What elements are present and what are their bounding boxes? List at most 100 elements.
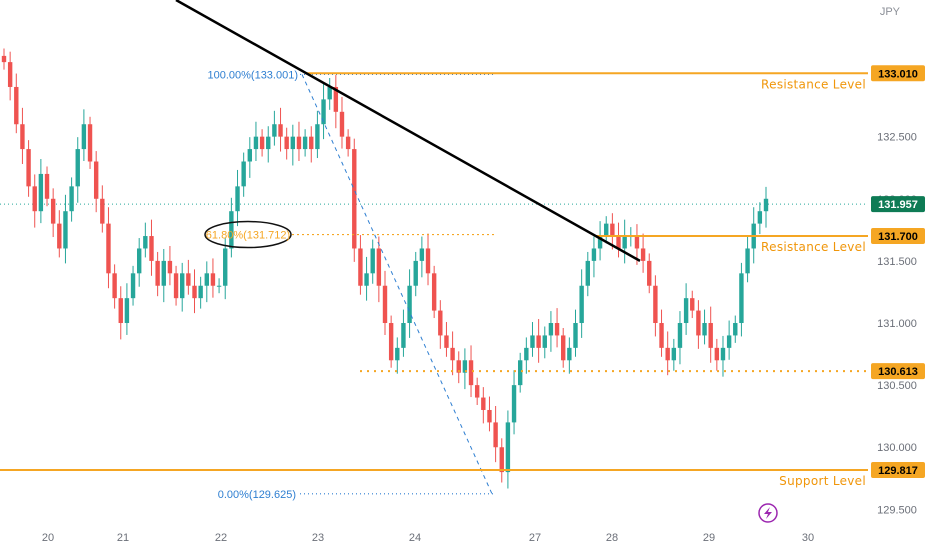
candle [63, 211, 68, 249]
candle [124, 298, 130, 324]
trendline-line[interactable] [175, 0, 641, 262]
candle [561, 335, 566, 361]
candle [413, 260, 418, 286]
annotation-ellipse[interactable] [204, 220, 292, 249]
candle [474, 385, 480, 398]
candle [763, 198, 769, 212]
trendline[interactable] [175, 0, 641, 262]
price-tag-label: 133.010 [878, 68, 918, 80]
candle [653, 285, 658, 324]
level-label: Support Level [779, 474, 866, 488]
candle [487, 409, 492, 423]
candle [665, 347, 670, 361]
price-tag-label: 130.613 [878, 366, 918, 378]
level-label: Resistance Level [761, 240, 866, 254]
lightning-icon[interactable] [758, 503, 778, 523]
candle [579, 285, 584, 324]
candle [50, 198, 56, 224]
candle [733, 323, 738, 336]
candle [155, 260, 160, 286]
x-tick-label: 24 [409, 532, 421, 544]
candle [112, 273, 117, 299]
candle [431, 273, 437, 311]
candle [456, 360, 461, 373]
candle [567, 347, 572, 361]
x-tick-label: 30 [802, 532, 814, 544]
candle [364, 273, 369, 286]
candle [149, 236, 154, 261]
candle [616, 236, 621, 249]
candle [419, 248, 425, 261]
candle [702, 323, 707, 336]
candle [683, 298, 689, 324]
candle [302, 136, 308, 150]
candle [462, 360, 468, 373]
candle [210, 273, 216, 286]
candle [143, 236, 148, 249]
candle [376, 248, 382, 286]
candle [93, 161, 99, 199]
price-tag-label: 129.817 [878, 465, 918, 477]
candle [259, 136, 265, 150]
price-tag [871, 363, 925, 380]
candle [610, 223, 615, 237]
fibonacci-retracement[interactable]: 100.00%(133.001) 61.80%(131.712) 0.00%(129… [204, 69, 495, 501]
candle [517, 360, 523, 386]
candle [425, 248, 431, 274]
candle [309, 136, 314, 150]
candle [720, 347, 726, 361]
candle [296, 136, 302, 150]
candle [272, 124, 277, 137]
y-tick-label: 130.000 [877, 442, 917, 454]
candle [591, 248, 597, 261]
fib-diagonal[interactable] [301, 74, 493, 495]
price-levels[interactable]: Resistance Level Resistance Level Support … [0, 72, 868, 488]
last-price-tag [871, 196, 925, 213]
candle [481, 397, 486, 410]
candle [87, 124, 93, 162]
candle [284, 136, 289, 150]
candle [14, 86, 19, 125]
candle [536, 335, 541, 348]
currency-label: JPY [879, 6, 900, 18]
candle [247, 149, 253, 162]
candle [130, 273, 136, 299]
candle [647, 260, 652, 286]
x-tick-label: 27 [529, 532, 541, 544]
fib-618-label: 61.80%(131.712) [206, 230, 290, 242]
price-tag [871, 461, 925, 478]
candle [677, 323, 683, 348]
x-tick-label: 29 [703, 532, 715, 544]
candle [321, 99, 326, 125]
candle [69, 186, 74, 212]
candle [57, 223, 62, 249]
candle [32, 186, 37, 212]
candle [198, 285, 203, 299]
candle [714, 347, 720, 361]
candle [358, 248, 363, 286]
price-tags: 133.010 131.700 130.613 129.817 131.957 [871, 65, 925, 478]
candle [352, 149, 357, 249]
candle [253, 136, 259, 150]
candle [266, 136, 271, 150]
candle [173, 273, 179, 299]
candle [186, 273, 191, 286]
candle [241, 161, 246, 187]
candle [493, 422, 498, 448]
fib-0-label: 0.00%(129.625) [218, 489, 296, 501]
candle [548, 323, 554, 336]
candle [708, 323, 713, 348]
candle [640, 248, 646, 261]
candle [671, 347, 677, 361]
candle [118, 298, 123, 324]
candle [585, 260, 590, 286]
candle [192, 285, 197, 299]
candle [573, 323, 578, 348]
y-tick-label: 130.500 [877, 380, 917, 392]
candle [345, 136, 351, 150]
candle [757, 211, 763, 224]
candle [100, 198, 105, 224]
y-tick-label: 131.000 [877, 318, 917, 330]
candle [339, 111, 345, 137]
